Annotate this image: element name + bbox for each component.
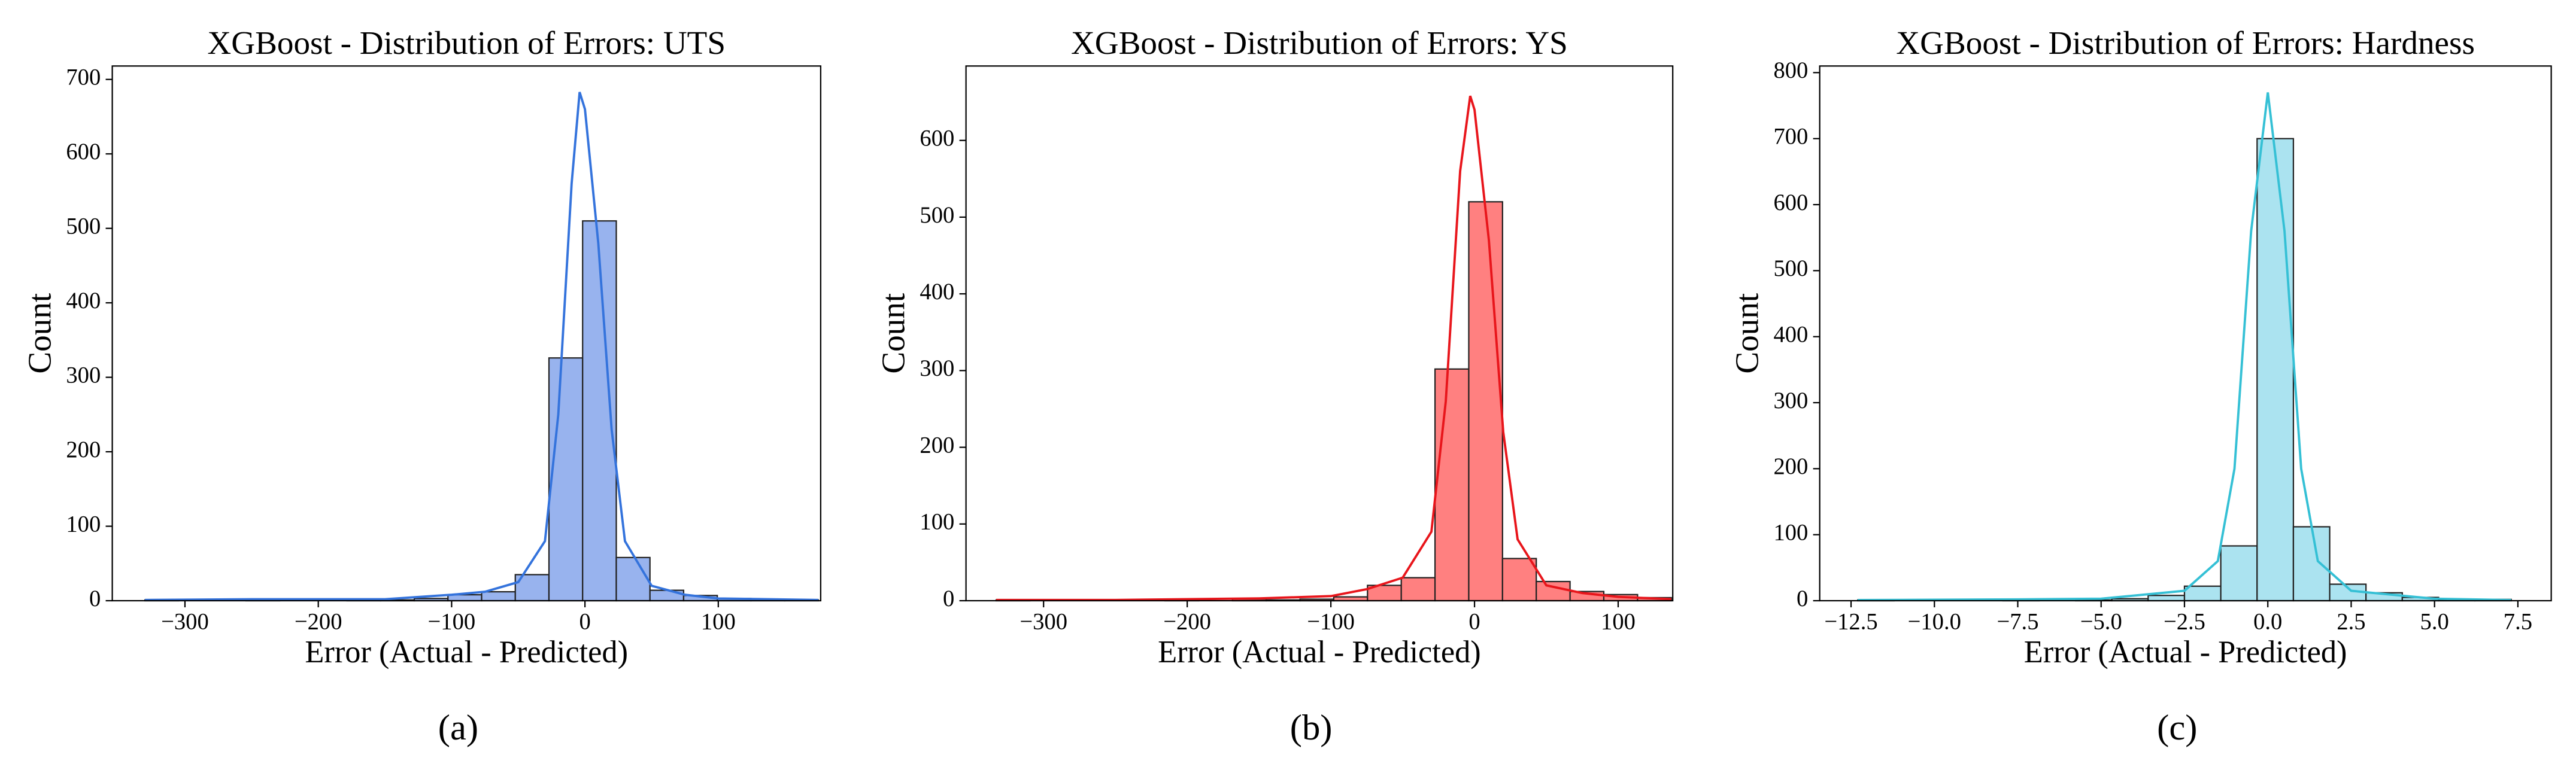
bar: [1468, 201, 1503, 602]
x-tick-label: 100: [701, 610, 736, 635]
bar: [2147, 595, 2186, 602]
y-axis-label: Count: [875, 293, 911, 374]
x-tick-label: 100: [1601, 610, 1636, 635]
y-tick-label: 0: [943, 586, 954, 611]
y-tick-label: 400: [1773, 322, 1808, 348]
x-axis-label: Error (Actual - Predicted): [2024, 635, 2347, 669]
x-tick-label: 5.0: [2420, 610, 2449, 635]
y-tick-label: 300: [66, 363, 101, 388]
x-tick-label: 2.5: [2337, 610, 2365, 635]
bar: [481, 591, 516, 602]
x-tick-label: 0.0: [2253, 610, 2282, 635]
bar: [548, 357, 584, 602]
x-tick-label: −100: [1307, 610, 1355, 635]
plot-frame: [965, 65, 1674, 602]
x-tick-label: −100: [428, 610, 476, 635]
x-tick-label: −300: [161, 610, 209, 635]
y-tick-label: 200: [66, 437, 101, 462]
x-tick-label: −2.5: [2164, 610, 2205, 635]
y-tick-label: 0: [89, 586, 101, 611]
kde-line: [996, 95, 1671, 601]
y-tick-label: 600: [920, 126, 954, 151]
y-axis-label: Count: [21, 293, 57, 374]
x-tick-label: −200: [295, 610, 342, 635]
bar: [1501, 558, 1537, 602]
x-tick-label: −12.5: [1824, 610, 1877, 635]
bar: [615, 556, 651, 602]
y-tick-label: 600: [1773, 190, 1808, 215]
y-tick-label: 100: [920, 510, 954, 535]
bar: [2256, 138, 2295, 602]
panel-label: (c): [2157, 708, 2197, 748]
panel-label: (a): [438, 708, 478, 748]
y-tick-label: 700: [1773, 124, 1808, 150]
y-tick-label: 300: [1773, 388, 1808, 413]
panel-label: (b): [1290, 708, 1333, 748]
chart-title: XGBoost - Distribution of Errors: YS: [1071, 25, 1568, 61]
y-tick-label: 400: [66, 288, 101, 314]
x-tick-label: −5.0: [2080, 610, 2122, 635]
x-axis-label: Error (Actual - Predicted): [1158, 635, 1481, 669]
y-tick-label: 300: [920, 356, 954, 381]
x-tick-label: −300: [1020, 610, 1067, 635]
bar: [1536, 580, 1571, 602]
x-tick-label: −7.5: [1997, 610, 2038, 635]
y-tick-label: 400: [920, 279, 954, 305]
bar: [2220, 545, 2258, 602]
x-tick-label: −10.0: [1908, 610, 1961, 635]
bar: [2183, 585, 2222, 602]
y-tick-label: 600: [66, 139, 101, 165]
chart-title: XGBoost - Distribution of Errors: UTS: [207, 25, 726, 61]
y-tick-label: 500: [920, 203, 954, 228]
y-tick-label: 100: [66, 512, 101, 537]
bar: [2292, 526, 2331, 602]
plot-frame: [1819, 65, 2552, 602]
x-tick-label: 7.5: [2504, 610, 2532, 635]
kde-line: [145, 92, 818, 601]
x-tick-label: 0: [579, 610, 590, 635]
y-tick-label: 800: [1773, 58, 1808, 83]
y-tick-label: 500: [66, 214, 101, 239]
x-tick-label: −200: [1163, 610, 1211, 635]
plot-frame: [111, 65, 821, 602]
bar: [1400, 577, 1436, 602]
y-tick-label: 0: [1797, 586, 1808, 611]
y-tick-label: 200: [1773, 454, 1808, 479]
kde-line: [1858, 92, 2511, 601]
x-tick-label: 0: [1468, 610, 1480, 635]
y-axis-label: Count: [1728, 293, 1765, 374]
bar: [1434, 368, 1470, 602]
chart-title: XGBoost - Distribution of Errors: Hardne…: [1896, 25, 2475, 61]
y-tick-label: 700: [66, 65, 101, 90]
x-axis-label: Error (Actual - Predicted): [305, 635, 628, 669]
y-tick-label: 200: [920, 433, 954, 458]
y-tick-label: 500: [1773, 256, 1808, 281]
y-tick-label: 100: [1773, 521, 1808, 546]
